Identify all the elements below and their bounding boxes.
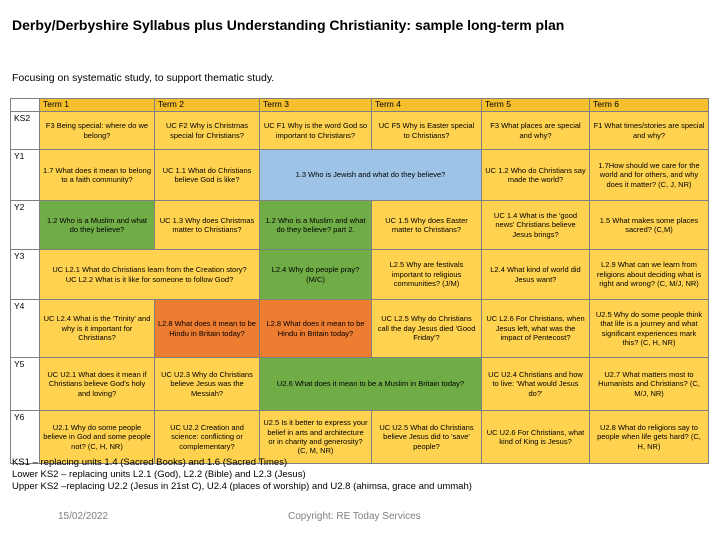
row-label: Y2	[10, 200, 40, 250]
unit-cell: UC U2.5 What do Christians believe Jesus…	[371, 410, 482, 464]
table-row: Y6 U2.1 Why do some people believe in Go…	[10, 410, 709, 464]
unit-cell: L2.9 What can we learn from religions ab…	[589, 249, 709, 300]
document-subtitle: Focusing on systematic study, to support…	[12, 72, 275, 84]
unit-cell: UC 1.1 What do Christians believe God is…	[154, 149, 260, 201]
unit-cell: 1.7 What does it mean to belong to a fai…	[39, 149, 155, 201]
unit-line: UC L2.2 What is it like for someone to f…	[65, 274, 234, 284]
note-line: Lower KS2 – replacing units L2.1 (God), …	[12, 469, 306, 481]
term-header: Term 6	[589, 98, 709, 112]
note-line: Upper KS2 –replacing U2.2 (Jesus in 21st…	[12, 481, 472, 493]
unit-cell: UC U2.2 Creation and science: conflictin…	[154, 410, 260, 464]
unit-cell: UC U2.6 For Christians, what kind of Kin…	[481, 410, 590, 464]
unit-cell: UC 1.2 Who do Christians say made the wo…	[481, 149, 590, 201]
replacement-notes: KS1 – replacing units 1.4 (Sacred Books)…	[12, 457, 472, 494]
term-header: Term 3	[259, 98, 372, 112]
term-header: Term 4	[371, 98, 482, 112]
unit-cell: UC L2.1 What do Christians learn from th…	[39, 249, 260, 300]
unit-cell: UC 1.3 Why does Christmas matter to Chri…	[154, 200, 260, 250]
unit-cell: UC F5 Why is Easter special to Christian…	[371, 111, 482, 150]
term-header: Term 1	[39, 98, 155, 112]
row-label: Y5	[10, 357, 40, 411]
unit-cell: UC F2 Why is Christmas special for Chris…	[154, 111, 260, 150]
unit-cell: U2.8 What do religions say to people whe…	[589, 410, 709, 464]
unit-cell: UC 1.5 Why does Easter matter to Christi…	[371, 200, 482, 250]
footer-date: 15/02/2022	[58, 511, 109, 522]
unit-cell: 1.2 Who is a Muslim and what do they bel…	[39, 200, 155, 250]
unit-cell: U2.7 What matters most to Humanists and …	[589, 357, 709, 411]
unit-cell: UC L2.5 Why do Christians call the day J…	[371, 299, 482, 358]
unit-cell: UC F1 Why is the word God so important t…	[259, 111, 372, 150]
unit-cell: UC L2.6 For Christians, when Jesus left,…	[481, 299, 590, 358]
header-row: Term 1 Term 2 Term 3 Term 4 Term 5 Term …	[10, 98, 709, 112]
note-line: KS1 – replacing units 1.4 (Sacred Books)…	[12, 457, 288, 468]
unit-cell: UC U2.1 What does it mean if Christians …	[39, 357, 155, 411]
long-term-plan-table: Term 1 Term 2 Term 3 Term 4 Term 5 Term …	[10, 98, 709, 464]
unit-cell: F1 What times/stories are special and wh…	[589, 111, 709, 150]
unit-cell: L2.4 What kind of world did Jesus want?	[481, 249, 590, 300]
unit-cell: UC U2.3 Why do Christians believe Jesus …	[154, 357, 260, 411]
unit-cell: F3 Being special: where do we belong?	[39, 111, 155, 150]
unit-cell: U2.5 Why do some people think that life …	[589, 299, 709, 358]
table-row: Y5 UC U2.1 What does it mean if Christia…	[10, 357, 709, 411]
unit-cell: UC U2.4 Christians and how to live: 'Wha…	[481, 357, 590, 411]
unit-line: UC L2.1 What do Christians learn from th…	[52, 265, 247, 275]
unit-cell: L2.8 What does it mean to be Hindu in Br…	[259, 299, 372, 358]
table-row: Y4 UC L2.4 What is the 'Trinity' and why…	[10, 299, 709, 358]
row-label: Y4	[10, 299, 40, 358]
unit-cell: U2.5 Is it better to express your belief…	[259, 410, 372, 464]
unit-cell: 1.7How should we care for the world and …	[589, 149, 709, 201]
unit-cell: U2.1 Why do some people believe in God a…	[39, 410, 155, 464]
row-label: Y3	[10, 249, 40, 300]
unit-cell: 1.2 Who is a Muslim and what do they bel…	[259, 200, 372, 250]
unit-cell: 1.3 Who is Jewish and what do they belie…	[259, 149, 482, 201]
term-header: Term 2	[154, 98, 260, 112]
term-header: Term 5	[481, 98, 590, 112]
table-row: KS2 F3 Being special: where do we belong…	[10, 111, 709, 150]
footer-copyright: Copyright: RE Today Services	[288, 511, 421, 522]
table-row: Y3 UC L2.1 What do Christians learn from…	[10, 249, 709, 300]
row-label: Y1	[10, 149, 40, 201]
document-title: Derby/Derbyshire Syllabus plus Understan…	[12, 17, 565, 33]
unit-cell: L2.8 What does it mean to be Hindu in Br…	[154, 299, 260, 358]
table-row: Y1 1.7 What does it mean to belong to a …	[10, 149, 709, 201]
unit-cell: L2.5 Why are festivals important to reli…	[371, 249, 482, 300]
unit-cell: F3 What places are special and why?	[481, 111, 590, 150]
unit-cell: UC 1.4 What is the 'good news' Christian…	[481, 200, 590, 250]
unit-cell: 1.5 What makes some places sacred? (C,M)	[589, 200, 709, 250]
row-label: KS2	[10, 111, 40, 150]
table-row: Y2 1.2 Who is a Muslim and what do they …	[10, 200, 709, 250]
corner-cell	[10, 98, 40, 112]
unit-cell: UC L2.4 What is the 'Trinity' and why is…	[39, 299, 155, 358]
unit-cell: U2.6 What does it mean to be a Muslim in…	[259, 357, 482, 411]
unit-cell: L2.4 Why do people pray? (M/C)	[259, 249, 372, 300]
row-label: Y6	[10, 410, 40, 464]
